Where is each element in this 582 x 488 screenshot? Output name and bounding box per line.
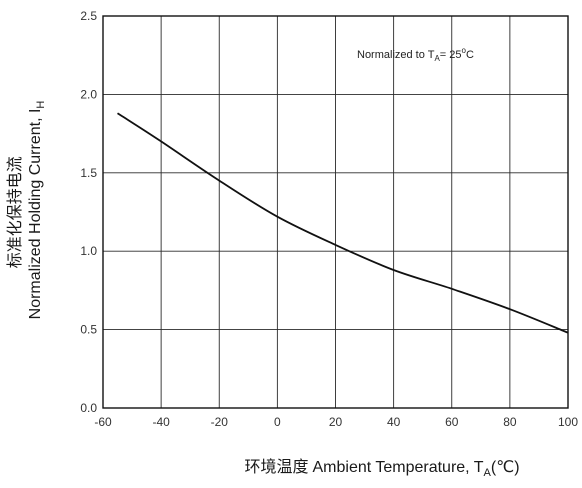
y-tick-label: 0.0 bbox=[80, 401, 97, 415]
y-tick-label: 1.5 bbox=[80, 166, 97, 180]
x-axis-title: 环境温度 Ambient Temperature, TA(℃) bbox=[244, 457, 519, 479]
x-tick-label: 40 bbox=[387, 415, 401, 429]
x-axis-ticks: -60 -40 -20 0 20 40 60 80 100 bbox=[94, 415, 578, 429]
y-axis-title: 标准化保持电流 Normalized Holding Current, IH bbox=[6, 101, 47, 320]
x-tick-label: -40 bbox=[152, 415, 170, 429]
x-tick-label: 60 bbox=[445, 415, 459, 429]
normalization-note: Normalized to TA= 25oC bbox=[357, 46, 474, 63]
x-tick-label: 0 bbox=[274, 415, 281, 429]
x-tick-label: 100 bbox=[558, 415, 578, 429]
x-axis-title-cn: 环境温度 bbox=[244, 457, 308, 476]
y-tick-label: 0.5 bbox=[80, 323, 97, 337]
y-axis-title-en: Normalized Holding Current, I bbox=[27, 109, 44, 320]
x-tick-label: 80 bbox=[503, 415, 517, 429]
y-axis-ticks: 0.0 0.5 1.0 1.5 2.0 2.5 bbox=[80, 9, 97, 415]
y-tick-label: 2.0 bbox=[80, 87, 97, 101]
x-tick-label: 20 bbox=[329, 415, 343, 429]
grid-lines bbox=[102, 15, 569, 409]
y-tick-label: 1.0 bbox=[80, 244, 97, 258]
holding-current-curve bbox=[117, 112, 569, 334]
y-tick-label: 2.5 bbox=[80, 9, 97, 23]
plot-frame bbox=[102, 15, 569, 409]
x-tick-label: -20 bbox=[211, 415, 229, 429]
x-axis-title-en: Ambient Temperature, T bbox=[313, 459, 484, 476]
x-tick-label: -60 bbox=[94, 415, 112, 429]
y-axis-title-cn: 标准化保持电流 bbox=[6, 156, 24, 268]
